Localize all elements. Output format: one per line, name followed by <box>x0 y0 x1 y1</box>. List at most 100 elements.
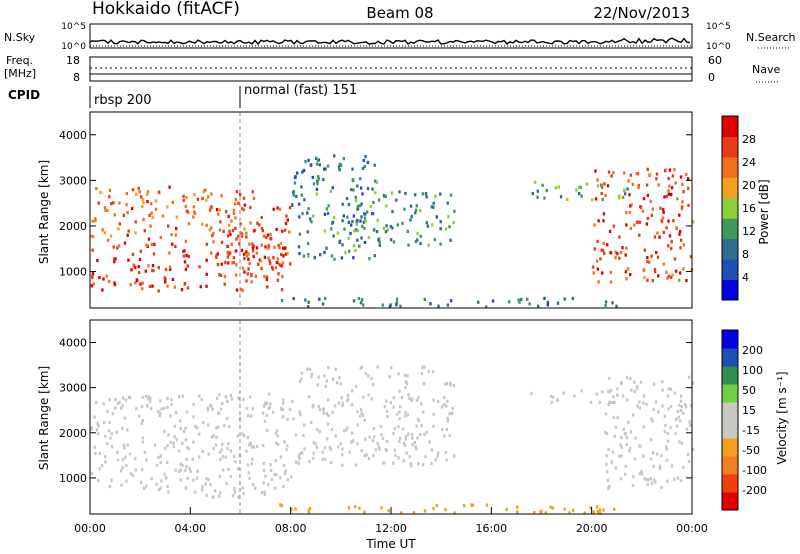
heatmap-cell <box>108 485 112 489</box>
heatmap-cell <box>687 375 691 379</box>
heatmap-cell <box>247 414 250 418</box>
heatmap-cell <box>184 239 188 243</box>
heatmap-cell <box>651 451 655 455</box>
y-tick-label: 1000 <box>59 266 87 279</box>
heatmap-cell <box>245 406 249 410</box>
heatmap-cell <box>616 387 619 391</box>
heatmap-cell <box>667 192 670 196</box>
heatmap-cell <box>610 174 613 178</box>
heatmap-cell <box>151 215 154 219</box>
heatmap-cell <box>671 273 674 277</box>
heatmap-cell <box>662 208 665 212</box>
heatmap-cell <box>356 184 359 188</box>
heatmap-cell <box>215 435 218 439</box>
heatmap-cell <box>342 214 345 218</box>
heatmap-cell <box>312 214 315 218</box>
heatmap-cell <box>642 197 646 201</box>
heatmap-cell <box>199 285 202 289</box>
heatmap-cell <box>414 211 417 215</box>
heatmap-cell <box>346 399 349 403</box>
heatmap-cell <box>660 454 663 458</box>
heatmap-cell <box>623 171 626 175</box>
heatmap-cell <box>348 450 351 454</box>
heatmap-cell <box>624 270 628 274</box>
heatmap-cell <box>670 464 674 468</box>
heatmap-cell <box>94 219 97 223</box>
heatmap-cell <box>141 436 144 440</box>
heatmap-cell <box>373 254 376 258</box>
heatmap-cell <box>625 277 628 281</box>
heatmap-cell <box>308 459 311 464</box>
heatmap-cell <box>639 444 642 448</box>
heatmap-cell <box>657 183 660 187</box>
heatmap-cell <box>234 202 237 206</box>
heatmap-cell <box>327 398 330 402</box>
heatmap-cell <box>559 195 563 199</box>
heatmap-cell <box>679 246 682 250</box>
heatmap-cell <box>687 186 690 190</box>
heatmap-cell <box>443 402 446 407</box>
heatmap-cell <box>520 297 523 302</box>
heatmap-cell <box>294 507 297 511</box>
heatmap-cell <box>362 158 365 162</box>
heatmap-cell <box>125 191 128 196</box>
heatmap-cell <box>125 463 128 467</box>
heatmap-cell <box>656 231 659 235</box>
heatmap-cell <box>391 226 394 230</box>
heatmap-cell <box>445 381 449 386</box>
heatmap-cell <box>348 249 351 253</box>
heatmap-cell <box>682 411 685 415</box>
heatmap-cell <box>411 436 414 440</box>
heatmap-cell <box>210 251 213 255</box>
heatmap-cell <box>282 246 285 250</box>
heatmap-cell <box>171 242 174 246</box>
heatmap-cell <box>142 486 146 490</box>
heatmap-cell <box>641 209 644 213</box>
heatmap-cell <box>505 507 508 512</box>
heatmap-cell <box>248 443 251 447</box>
heatmap-cell <box>138 257 142 262</box>
heatmap-cell <box>364 437 367 441</box>
heatmap-cell <box>226 416 229 421</box>
heatmap-cell <box>173 435 176 439</box>
heatmap-cell <box>402 427 405 431</box>
heatmap-cell <box>385 224 388 228</box>
heatmap-cell <box>235 190 239 194</box>
heatmap-cell <box>160 407 163 411</box>
heatmap-cell <box>667 274 671 278</box>
heatmap-cell <box>276 206 279 210</box>
colorbar-segment <box>722 474 738 493</box>
heatmap-cell <box>389 224 392 229</box>
heatmap-cell <box>303 447 306 451</box>
heatmap-cell <box>516 510 519 514</box>
heatmap-cell <box>207 452 210 456</box>
heatmap-cell <box>243 252 246 256</box>
heatmap-cell <box>445 404 448 408</box>
heatmap-cell <box>292 297 295 301</box>
heatmap-cell <box>410 214 413 219</box>
heatmap-cell <box>444 227 448 231</box>
heatmap-cell <box>385 204 388 208</box>
heatmap-cell <box>650 481 654 485</box>
heatmap-cell <box>184 468 187 472</box>
heatmap-cell <box>637 186 640 190</box>
heatmap-cell <box>227 214 230 218</box>
heatmap-cell <box>485 305 488 309</box>
heatmap-cell <box>682 243 686 247</box>
heatmap-cell <box>96 421 99 425</box>
heatmap-cell <box>414 193 417 197</box>
heatmap-cell <box>419 432 422 436</box>
heatmap-cell <box>312 182 316 186</box>
heatmap-cell <box>121 426 124 430</box>
heatmap-cell <box>298 379 302 384</box>
heatmap-cell <box>184 438 188 442</box>
heatmap-cell <box>191 457 194 461</box>
heatmap-cell <box>248 395 252 399</box>
heatmap-cell <box>658 466 662 471</box>
heatmap-cell <box>331 410 334 414</box>
heatmap-cell <box>334 367 337 371</box>
heatmap-cell <box>91 275 94 280</box>
heatmap-cell <box>248 476 251 480</box>
heatmap-cell <box>262 411 265 415</box>
heatmap-cell <box>277 243 280 248</box>
